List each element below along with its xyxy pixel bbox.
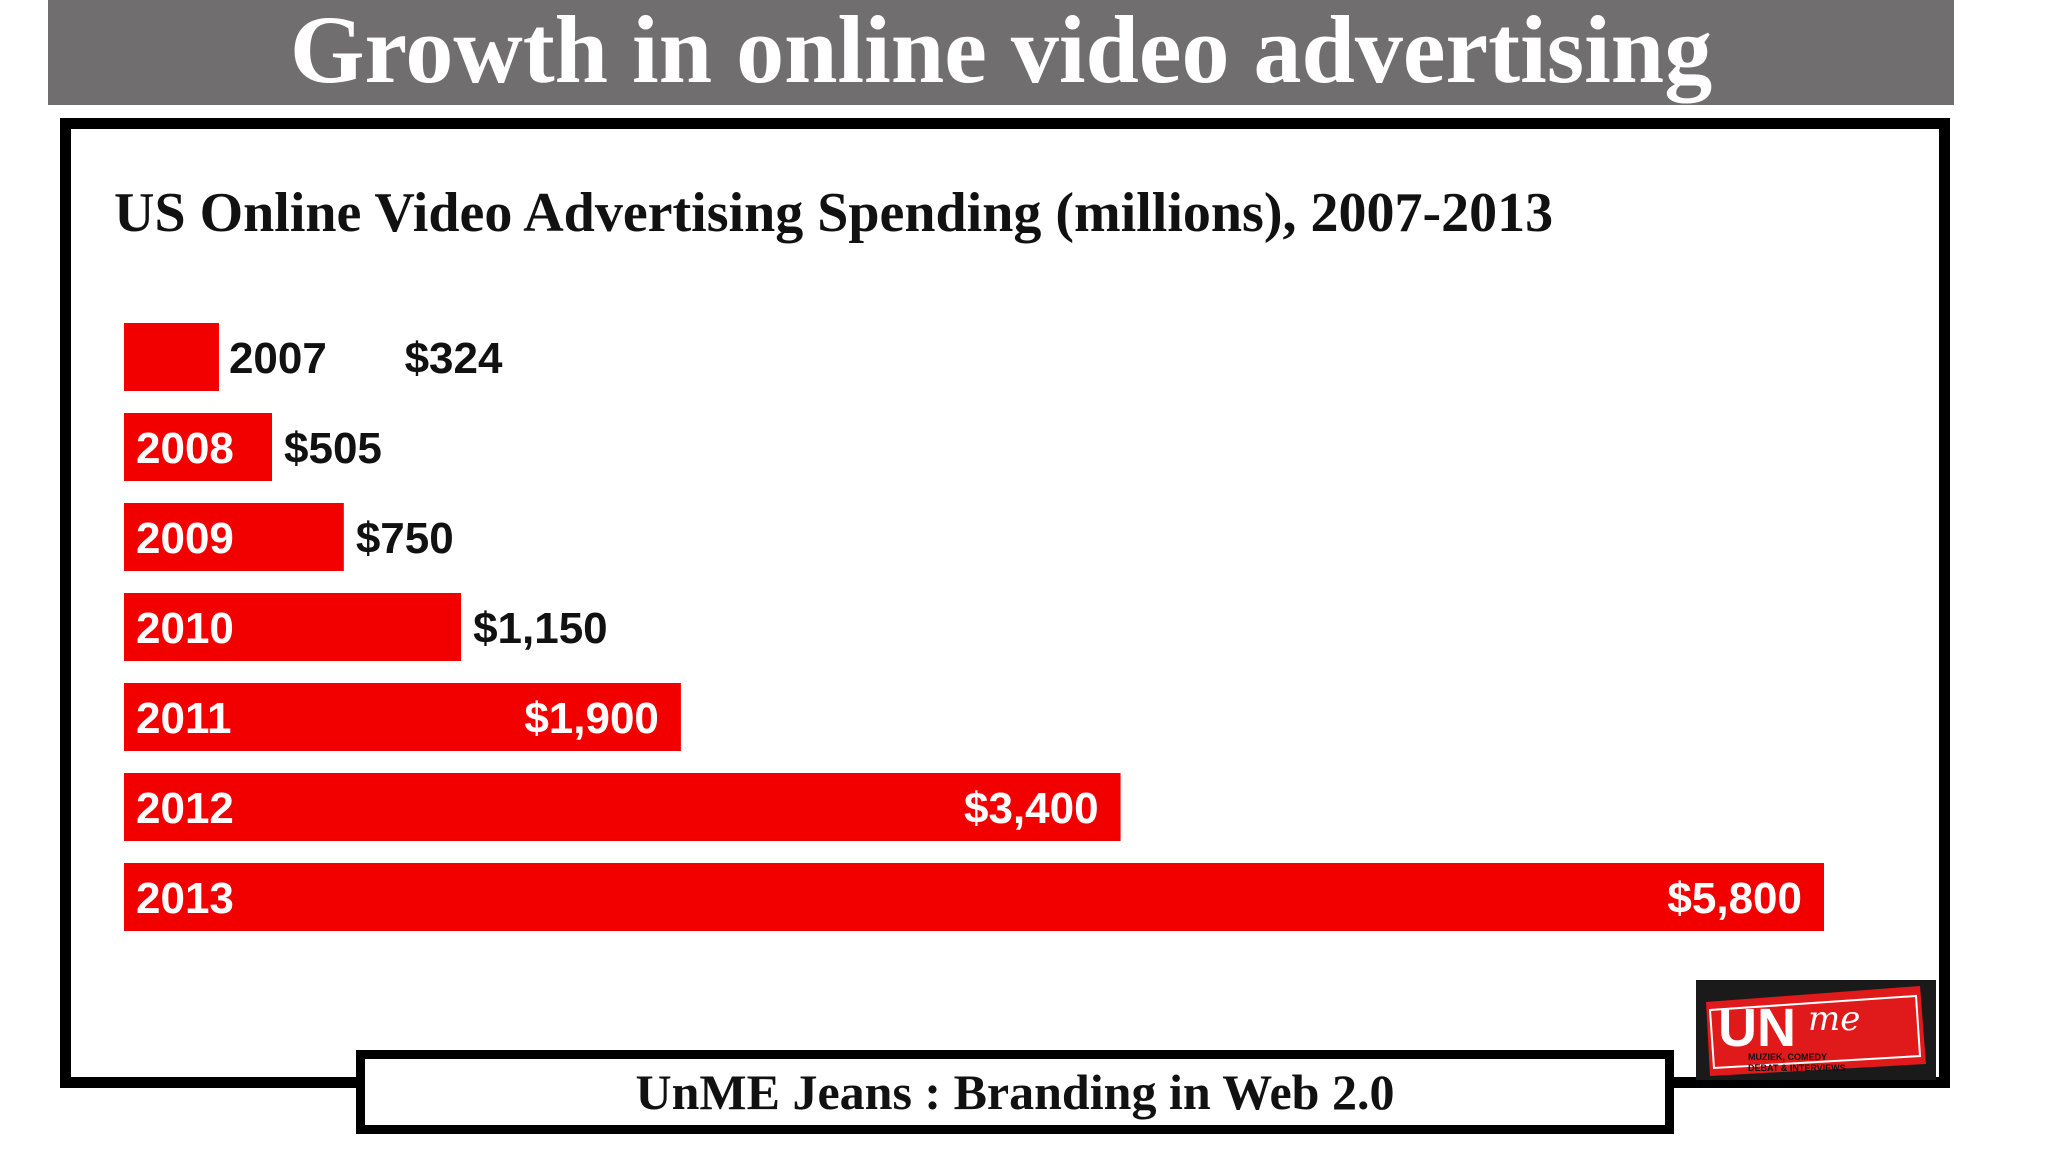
bar-value-label: $1,900 <box>524 694 659 743</box>
bar-value-label: $5,800 <box>1667 874 1802 923</box>
bar-value-label: $324 <box>405 334 503 383</box>
logo-tagline-2: DEBAT & INTERVIEWS <box>1748 1063 1846 1073</box>
logo-script-text: me <box>1808 999 1860 1039</box>
bar-value-label: $1,150 <box>473 604 608 653</box>
bar-category-label: 2011 <box>136 694 231 743</box>
bar-2012 <box>124 773 1121 841</box>
chart-title: US Online Video Advertising Spending (mi… <box>114 182 1554 244</box>
bar-category-label: 2007 <box>229 334 327 383</box>
bar-category-label: 2013 <box>136 874 234 923</box>
slide-title: Growth in online video advertising <box>289 0 1713 103</box>
logo-tagline-1: MUZIEK, COMEDY <box>1748 1052 1827 1062</box>
bar-value-label: $750 <box>356 514 454 563</box>
bar-category-label: 2009 <box>136 514 234 563</box>
bar-value-label: $505 <box>284 424 382 473</box>
bar-2007 <box>124 323 219 391</box>
bar-category-label: 2012 <box>136 784 234 833</box>
bar-category-label: 2008 <box>136 424 234 473</box>
bar-value-label: $3,400 <box>964 784 1099 833</box>
bar-2013 <box>124 863 1824 931</box>
logo-main-text: UN <box>1718 998 1796 1058</box>
bar-2010 <box>124 593 462 661</box>
unme-logo: UN me MUZIEK, COMEDY DEBAT & INTERVIEWS <box>1696 980 1936 1080</box>
footer-box <box>356 1050 1674 1134</box>
bar-2009 <box>124 503 344 571</box>
bar-category-label: 2010 <box>136 604 234 653</box>
footer-text: UnME Jeans : Branding in Web 2.0 <box>635 1064 1395 1120</box>
title-banner <box>48 0 1954 105</box>
bar-2008 <box>124 413 273 481</box>
bar-2011 <box>124 683 681 751</box>
